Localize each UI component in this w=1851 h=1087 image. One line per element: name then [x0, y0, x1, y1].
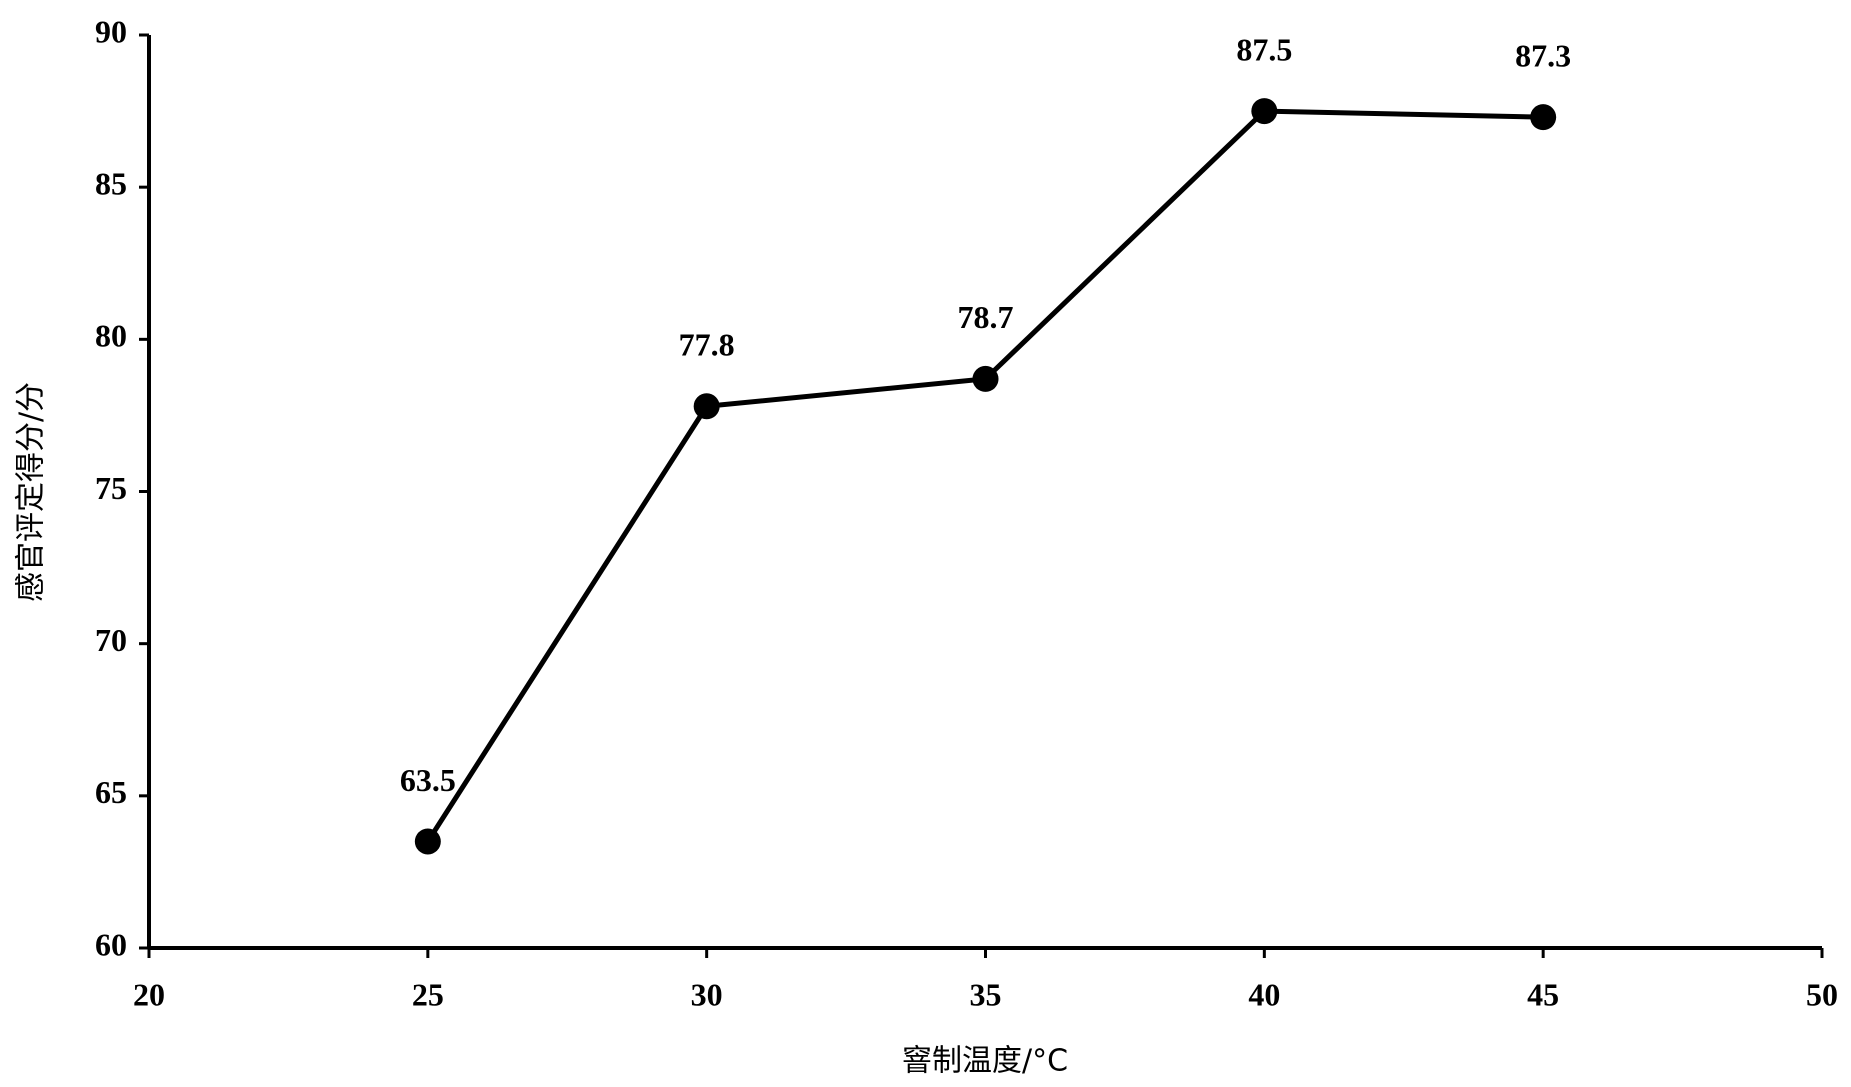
data-label: 77.8 [679, 327, 735, 363]
line [425, 108, 1544, 843]
marker [1251, 98, 1278, 125]
y-tick-label: 75 [95, 470, 127, 506]
y-tick-label: 70 [95, 622, 127, 658]
x-axis-title: 窨制温度/°C [902, 1044, 1068, 1079]
y-tick-label: 60 [95, 926, 127, 962]
x-tick-label: 35 [970, 976, 1002, 1012]
marker [693, 393, 720, 420]
marker [1530, 104, 1557, 131]
marker [414, 828, 441, 855]
y-tick-label: 90 [95, 13, 127, 49]
data-label: 78.7 [958, 299, 1014, 335]
y-axis-title: 感官评定得分/分 [14, 382, 49, 602]
y-tick-label: 80 [95, 318, 127, 354]
data-label: 63.5 [400, 762, 456, 798]
x-tick-label: 45 [1527, 976, 1559, 1012]
data-label: 87.5 [1236, 31, 1292, 67]
x-tick-label: 40 [1248, 976, 1280, 1012]
marker [972, 365, 999, 392]
y-tick-label: 85 [95, 166, 127, 202]
data-label: 87.3 [1515, 38, 1571, 74]
x-tick-label: 20 [133, 976, 165, 1012]
y-tick-label: 65 [95, 774, 127, 810]
x-tick-label: 50 [1806, 976, 1838, 1012]
x-tick-label: 25 [412, 976, 444, 1012]
x-tick-label: 30 [691, 976, 723, 1012]
